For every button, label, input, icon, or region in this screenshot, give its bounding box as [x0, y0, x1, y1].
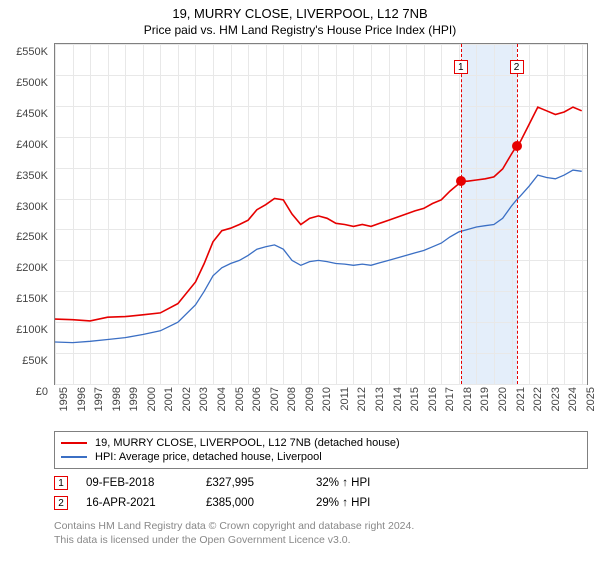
x-tick-label: 2018: [462, 387, 474, 411]
series-hpi: [55, 170, 582, 343]
x-tick-label: 2006: [251, 387, 263, 411]
y-tick-label: £350K: [16, 170, 48, 182]
y-tick-label: £150K: [16, 293, 48, 305]
x-tick-label: 2004: [216, 387, 228, 411]
y-tick-label: £300K: [16, 201, 48, 213]
event-diff: 32% ↑ HPI: [316, 477, 370, 489]
event-diff: 29% ↑ HPI: [316, 497, 370, 509]
legend-item: 19, MURRY CLOSE, LIVERPOOL, L12 7NB (det…: [61, 436, 581, 450]
x-tick-label: 2003: [198, 387, 210, 411]
x-tick-label: 2025: [585, 387, 597, 411]
chart-title: 19, MURRY CLOSE, LIVERPOOL, L12 7NB: [0, 6, 600, 21]
marker-dot: [456, 176, 466, 186]
event-marker: 2: [54, 496, 68, 510]
events-table: 1 09-FEB-2018 £327,995 32% ↑ HPI 2 16-AP…: [54, 473, 588, 513]
marker-label-box: 1: [454, 60, 468, 74]
plot-area: 12: [54, 43, 588, 385]
legend-swatch: [61, 442, 87, 444]
event-row: 2 16-APR-2021 £385,000 29% ↑ HPI: [54, 493, 588, 513]
legend-label: HPI: Average price, detached house, Live…: [95, 451, 322, 463]
x-tick-label: 2013: [374, 387, 386, 411]
legend-label: 19, MURRY CLOSE, LIVERPOOL, L12 7NB (det…: [95, 437, 400, 449]
x-tick-label: 2009: [304, 387, 316, 411]
x-tick-label: 2005: [234, 387, 246, 411]
y-tick-label: £250K: [16, 231, 48, 243]
x-tick-label: 1998: [111, 387, 123, 411]
event-date: 09-FEB-2018: [86, 477, 206, 489]
x-tick-label: 2011: [339, 387, 351, 411]
y-tick-label: £550K: [16, 46, 48, 58]
marker-line: [517, 44, 518, 384]
legend-swatch: [61, 456, 87, 458]
event-price: £327,995: [206, 477, 316, 489]
y-tick-label: £500K: [16, 77, 48, 89]
marker-line: [461, 44, 462, 384]
x-tick-label: 2014: [392, 387, 404, 411]
event-price: £385,000: [206, 497, 316, 509]
x-tick-label: 2020: [497, 387, 509, 411]
x-tick-label: 1999: [128, 387, 140, 411]
legend-item: HPI: Average price, detached house, Live…: [61, 450, 581, 464]
x-tick-label: 2015: [409, 387, 421, 411]
x-tick-label: 1995: [58, 387, 70, 411]
x-tick-label: 2023: [550, 387, 562, 411]
chart-container: 19, MURRY CLOSE, LIVERPOOL, L12 7NB Pric…: [0, 6, 600, 566]
series-property: [55, 107, 582, 321]
event-date: 16-APR-2021: [86, 497, 206, 509]
legend: 19, MURRY CLOSE, LIVERPOOL, L12 7NB (det…: [54, 431, 588, 469]
x-tick-label: 2008: [286, 387, 298, 411]
footnote: Contains HM Land Registry data © Crown c…: [54, 519, 588, 547]
x-tick-label: 2002: [181, 387, 193, 411]
x-tick-label: 2007: [269, 387, 281, 411]
x-tick-label: 2001: [163, 387, 175, 411]
marker-dot: [512, 141, 522, 151]
x-axis: 1995 1996 1997 1998 1999 2000 2001 2002 2003 2004…: [54, 385, 588, 423]
y-tick-label: £50K: [22, 355, 48, 367]
x-tick-label: 2012: [356, 387, 368, 411]
y-tick-label: £0: [36, 386, 48, 398]
y-tick-label: £450K: [16, 108, 48, 120]
x-tick-label: 2021: [515, 387, 527, 411]
x-tick-label: 2016: [427, 387, 439, 411]
chart-svg: [55, 44, 587, 384]
x-tick-label: 2010: [321, 387, 333, 411]
footnote-line: Contains HM Land Registry data © Crown c…: [54, 519, 588, 533]
x-tick-label: 1997: [93, 387, 105, 411]
x-tick-label: 2000: [146, 387, 158, 411]
event-marker: 1: [54, 476, 68, 490]
y-tick-label: £100K: [16, 324, 48, 336]
x-tick-label: 2017: [444, 387, 456, 411]
event-row: 1 09-FEB-2018 £327,995 32% ↑ HPI: [54, 473, 588, 493]
y-tick-label: £400K: [16, 139, 48, 151]
chart-subtitle: Price paid vs. HM Land Registry's House …: [0, 23, 600, 37]
y-axis: £0£50K£100K£150K£200K£250K£300K£350K£400…: [0, 52, 52, 392]
x-tick-label: 2019: [479, 387, 491, 411]
x-tick-label: 1996: [76, 387, 88, 411]
marker-label-box: 2: [510, 60, 524, 74]
x-tick-label: 2022: [532, 387, 544, 411]
footnote-line: This data is licensed under the Open Gov…: [54, 533, 588, 547]
y-tick-label: £200K: [16, 262, 48, 274]
x-tick-label: 2024: [567, 387, 579, 411]
